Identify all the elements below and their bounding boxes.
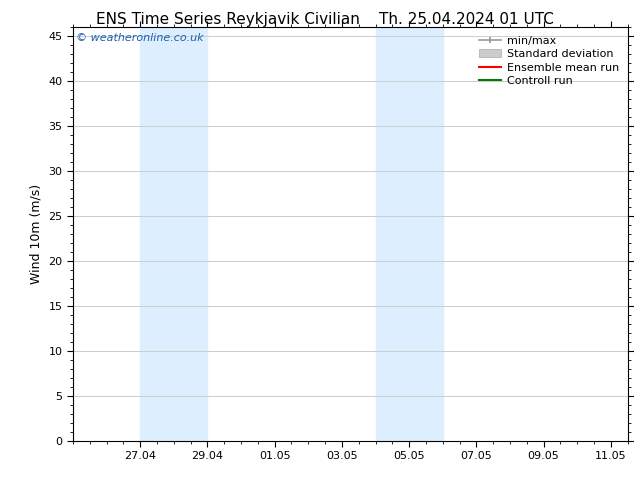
- Legend: min/max, Standard deviation, Ensemble mean run, Controll run: min/max, Standard deviation, Ensemble me…: [476, 32, 622, 89]
- Bar: [140, 27, 207, 441]
- Text: Th. 25.04.2024 01 UTC: Th. 25.04.2024 01 UTC: [378, 12, 553, 27]
- Text: © weatheronline.co.uk: © weatheronline.co.uk: [75, 33, 204, 43]
- Bar: [375, 27, 443, 441]
- Y-axis label: Wind 10m (m/s): Wind 10m (m/s): [30, 184, 43, 284]
- Text: ENS Time Series Reykjavik Civilian: ENS Time Series Reykjavik Civilian: [96, 12, 360, 27]
